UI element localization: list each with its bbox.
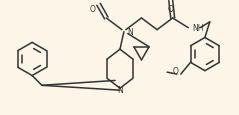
Text: N: N: [117, 86, 123, 95]
Text: NH: NH: [192, 24, 204, 33]
Text: O: O: [90, 5, 96, 14]
Text: O: O: [173, 66, 179, 75]
Text: N: N: [127, 28, 133, 37]
Text: O: O: [168, 5, 174, 14]
